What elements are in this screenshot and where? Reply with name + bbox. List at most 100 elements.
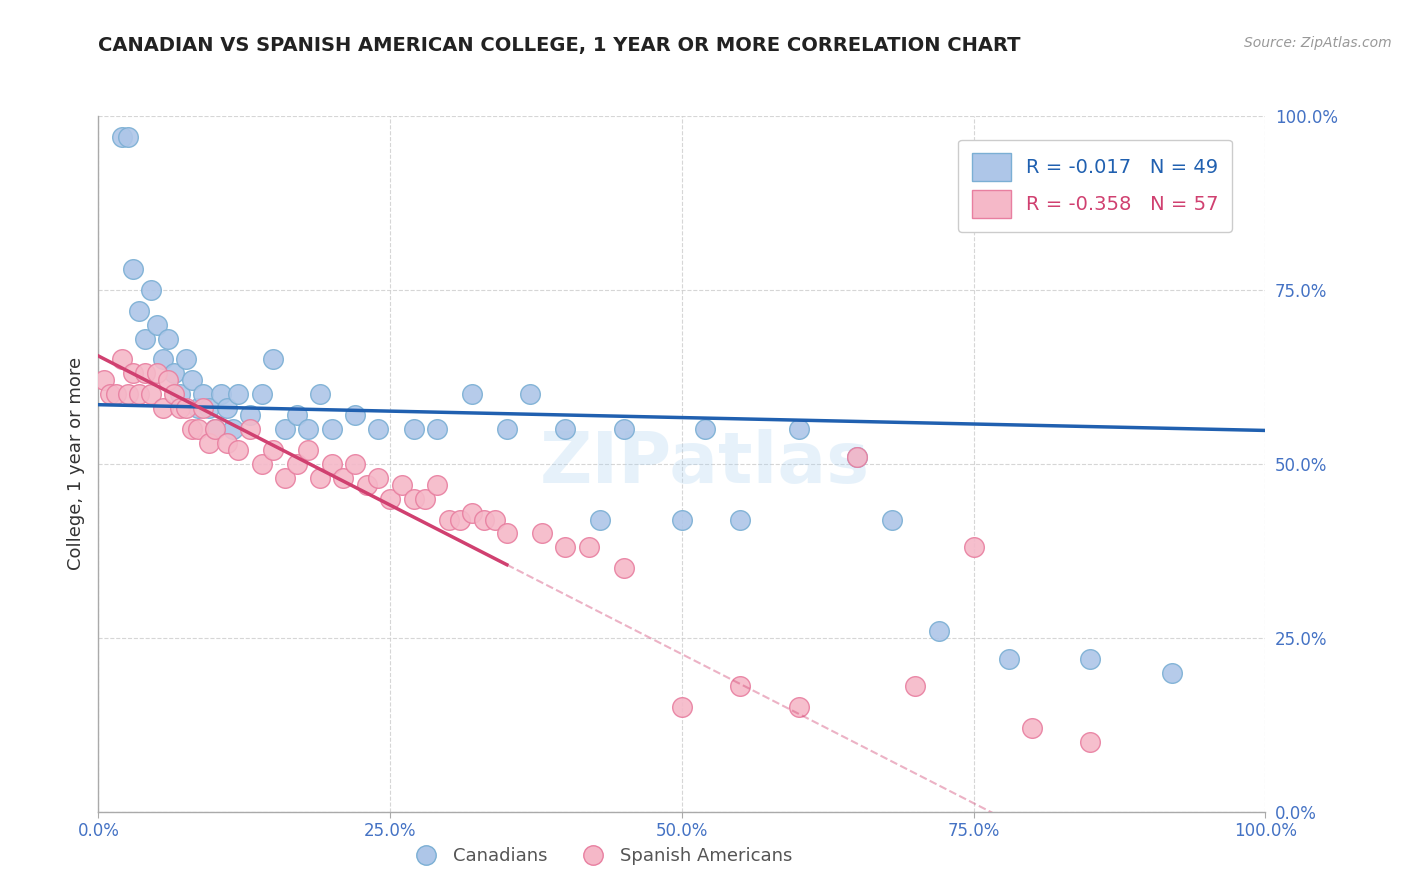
- Point: [134, 367, 156, 381]
- Point: [152, 352, 174, 367]
- Point: [787, 700, 810, 714]
- Point: [169, 401, 191, 416]
- Point: [128, 303, 150, 318]
- Point: [93, 373, 115, 387]
- Point: [321, 422, 343, 436]
- Point: [1161, 665, 1184, 680]
- Point: [157, 332, 180, 346]
- Point: [187, 401, 209, 416]
- Point: [169, 387, 191, 401]
- Point: [904, 680, 927, 694]
- Point: [845, 450, 868, 464]
- Point: [117, 387, 139, 401]
- Point: [367, 422, 389, 436]
- Point: [426, 422, 449, 436]
- Y-axis label: College, 1 year or more: College, 1 year or more: [66, 358, 84, 570]
- Point: [239, 408, 262, 422]
- Point: [495, 422, 517, 436]
- Point: [157, 373, 180, 387]
- Point: [344, 408, 367, 422]
- Point: [146, 367, 169, 381]
- Point: [187, 422, 209, 436]
- Point: [495, 526, 517, 541]
- Point: [962, 541, 984, 555]
- Legend: Canadians, Spanish Americans: Canadians, Spanish Americans: [401, 840, 800, 872]
- Point: [122, 262, 145, 277]
- Point: [402, 491, 425, 506]
- Point: [262, 442, 284, 457]
- Point: [730, 680, 752, 694]
- Text: Source: ZipAtlas.com: Source: ZipAtlas.com: [1244, 36, 1392, 50]
- Point: [180, 422, 202, 436]
- Point: [198, 401, 221, 416]
- Point: [174, 352, 197, 367]
- Point: [437, 512, 460, 526]
- Point: [449, 512, 471, 526]
- Text: ZIPatlas: ZIPatlas: [540, 429, 870, 499]
- Point: [997, 651, 1019, 665]
- Point: [228, 387, 250, 401]
- Point: [239, 422, 262, 436]
- Point: [426, 477, 449, 491]
- Point: [787, 422, 810, 436]
- Point: [1080, 651, 1102, 665]
- Point: [174, 401, 197, 416]
- Point: [461, 506, 484, 520]
- Point: [378, 491, 402, 506]
- Point: [111, 352, 134, 367]
- Point: [274, 471, 297, 485]
- Point: [285, 408, 308, 422]
- Point: [589, 512, 612, 526]
- Point: [530, 526, 553, 541]
- Point: [228, 442, 250, 457]
- Point: [928, 624, 950, 638]
- Point: [309, 387, 332, 401]
- Point: [880, 512, 903, 526]
- Point: [193, 387, 215, 401]
- Point: [104, 387, 127, 401]
- Point: [1021, 721, 1043, 735]
- Point: [198, 436, 221, 450]
- Point: [413, 491, 436, 506]
- Point: [519, 387, 541, 401]
- Point: [163, 367, 186, 381]
- Point: [215, 401, 238, 416]
- Point: [139, 387, 162, 401]
- Point: [402, 422, 425, 436]
- Point: [128, 387, 150, 401]
- Point: [297, 422, 319, 436]
- Point: [163, 387, 186, 401]
- Point: [845, 450, 868, 464]
- Point: [671, 700, 693, 714]
- Point: [111, 129, 134, 144]
- Point: [215, 436, 238, 450]
- Point: [204, 422, 226, 436]
- Point: [612, 561, 634, 575]
- Point: [472, 512, 495, 526]
- Point: [193, 401, 215, 416]
- Point: [262, 352, 284, 367]
- Point: [274, 422, 297, 436]
- Point: [209, 387, 232, 401]
- Point: [146, 318, 169, 332]
- Point: [98, 387, 121, 401]
- Point: [461, 387, 484, 401]
- Point: [484, 512, 506, 526]
- Point: [332, 471, 354, 485]
- Point: [297, 442, 319, 457]
- Point: [134, 332, 156, 346]
- Point: [250, 457, 273, 471]
- Text: CANADIAN VS SPANISH AMERICAN COLLEGE, 1 YEAR OR MORE CORRELATION CHART: CANADIAN VS SPANISH AMERICAN COLLEGE, 1 …: [98, 36, 1021, 54]
- Point: [578, 541, 600, 555]
- Point: [554, 422, 576, 436]
- Point: [221, 422, 243, 436]
- Point: [250, 387, 273, 401]
- Point: [612, 422, 634, 436]
- Point: [356, 477, 378, 491]
- Point: [285, 457, 308, 471]
- Point: [117, 129, 139, 144]
- Point: [554, 541, 576, 555]
- Point: [671, 512, 693, 526]
- Point: [367, 471, 389, 485]
- Point: [730, 512, 752, 526]
